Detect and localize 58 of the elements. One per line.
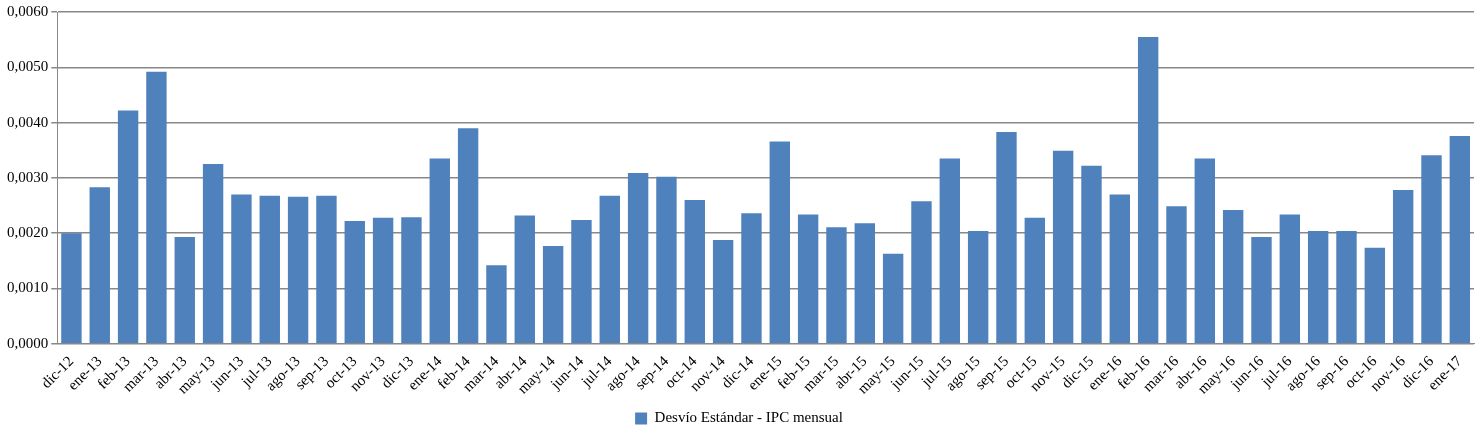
y-tick-label: 0,0050 xyxy=(7,58,49,75)
bar xyxy=(316,195,337,344)
bar xyxy=(656,176,677,344)
y-tick-label: 0,0040 xyxy=(7,113,49,130)
bar xyxy=(571,219,592,344)
bar xyxy=(1279,214,1301,344)
bar xyxy=(401,217,422,344)
y-tick-label: 0,0030 xyxy=(7,168,49,185)
y-tick-label: 0,0020 xyxy=(7,224,49,241)
bar xyxy=(741,213,762,344)
bar xyxy=(344,221,365,344)
bar xyxy=(486,265,507,344)
bar xyxy=(542,245,564,344)
bar xyxy=(259,195,280,344)
bar xyxy=(1222,210,1244,344)
bar xyxy=(599,195,620,344)
bar xyxy=(514,215,535,344)
bar xyxy=(1081,165,1102,344)
bar xyxy=(287,196,309,344)
bar xyxy=(117,110,139,344)
legend-label: Desvío Estándar - IPC mensual xyxy=(654,409,843,426)
bar xyxy=(202,164,224,344)
bar xyxy=(769,141,790,344)
y-tick-label: 0,0060 xyxy=(7,2,49,19)
y-tick-label: 0,0000 xyxy=(7,334,49,351)
bar xyxy=(174,237,195,344)
bar xyxy=(146,71,167,344)
bar xyxy=(1052,150,1074,344)
bar xyxy=(967,231,989,344)
bar xyxy=(89,187,110,344)
bar xyxy=(797,214,819,344)
bar xyxy=(996,132,1017,344)
bar xyxy=(1392,190,1414,344)
bar xyxy=(854,223,875,344)
bar xyxy=(372,217,394,344)
bar xyxy=(1336,231,1357,344)
bar xyxy=(1364,247,1386,344)
bar xyxy=(1421,155,1442,344)
y-tick-label: 0,0010 xyxy=(7,279,49,296)
bar xyxy=(61,233,82,344)
bar xyxy=(712,239,734,344)
bar xyxy=(457,128,479,344)
bar xyxy=(882,253,904,344)
bar xyxy=(939,158,960,344)
bar xyxy=(684,200,705,344)
bar xyxy=(1166,206,1187,344)
bar xyxy=(429,158,450,344)
bar xyxy=(1137,36,1159,344)
bar xyxy=(1251,237,1272,344)
bar xyxy=(1024,217,1046,344)
bar xyxy=(1194,158,1216,344)
bar xyxy=(1109,194,1131,344)
bar xyxy=(231,194,252,344)
bar xyxy=(627,172,649,344)
bar xyxy=(911,201,932,344)
bar xyxy=(1307,231,1329,344)
bar xyxy=(1449,135,1471,344)
bar xyxy=(826,227,847,344)
